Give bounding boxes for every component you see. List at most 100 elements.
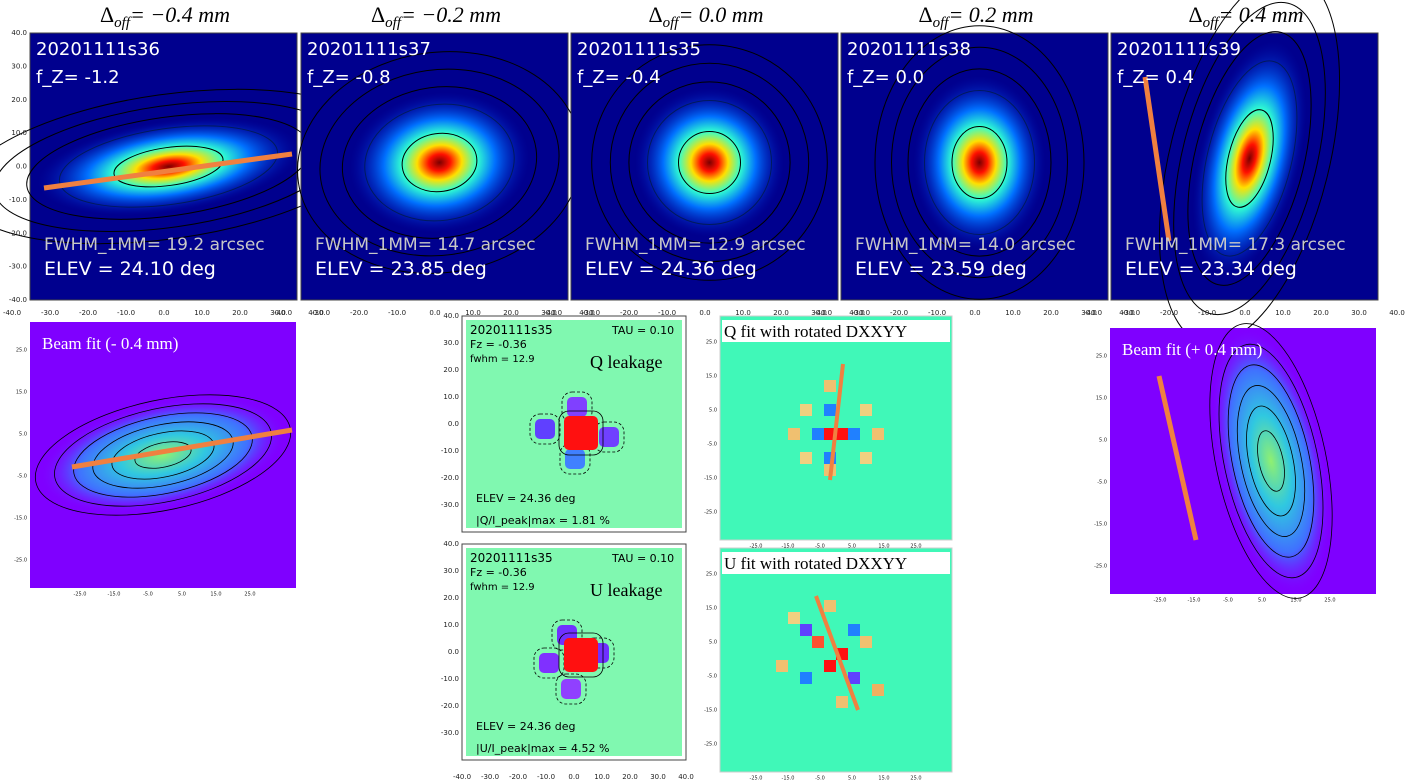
x-tick-label: -40.0 (544, 309, 562, 317)
x-tick-label: 20.0 (503, 309, 519, 317)
y-tick-label: -20.0 (9, 229, 27, 237)
leakage-contour (558, 410, 604, 456)
x-tick-label: -10.0 (388, 309, 406, 317)
x-tick-label: 20.0 (622, 773, 638, 781)
y-tick-label: 25.0 (706, 340, 717, 346)
x-tick-label: 30.0 (270, 309, 286, 317)
x-tick-label: -25.0 (750, 544, 763, 550)
label-box (722, 320, 950, 342)
header-symbol: Δ (918, 2, 932, 27)
focus-value: f_Z= -0.4 (577, 67, 661, 88)
leakage-contour (558, 632, 604, 678)
fit-label: Beam fit (+ 0.4 mm) (1122, 340, 1262, 359)
fit-image (1212, 330, 1330, 592)
x-tick-label: -30.0 (41, 309, 59, 317)
x-tick-label: -20.0 (79, 309, 97, 317)
x-tick-label: -10.0 (658, 309, 676, 317)
leakage-lobe (567, 397, 587, 417)
fwhm: FWHM_1MM= 12.9 arcsec (585, 235, 806, 255)
x-tick-label: 40.0 (1119, 309, 1135, 317)
y-tick-label: -15.0 (1094, 522, 1107, 528)
y-tick-label: 30.0 (11, 62, 27, 70)
x-tick-label: -40.0 (274, 309, 292, 317)
y-tick-label: 15.0 (1096, 396, 1107, 402)
x-tick-label: 5.0 (848, 544, 856, 550)
fwhm: FWHM_1MM= 17.3 arcsec (1125, 235, 1346, 255)
x-tick-label: 0.0 (1239, 309, 1250, 317)
model-pixel (848, 624, 860, 636)
x-tick-label: -20.0 (620, 309, 638, 317)
y-tick-label: 10.0 (11, 129, 27, 137)
x-tick-label: 30.0 (541, 309, 557, 317)
x-tick-label: -30.0 (852, 309, 870, 317)
header-text: = −0.4 mm (130, 2, 230, 27)
contour (891, 46, 1068, 279)
peak-leakage: |Q/I_peak|max = 1.81 % (476, 514, 610, 527)
header-subscript: off (663, 15, 681, 31)
axis-line (828, 363, 845, 481)
axis-line (1156, 375, 1199, 541)
x-tick-label: 10.0 (594, 773, 610, 781)
axis-line (43, 151, 293, 191)
y-tick-label: 20.0 (443, 594, 459, 602)
fit-image (41, 397, 285, 513)
y-tick-label: -15.0 (704, 476, 717, 482)
x-tick-label: 20.0 (232, 309, 248, 317)
leakage-lobe (561, 679, 581, 699)
y-tick-label: -25.0 (704, 510, 717, 516)
elevation: ELEV = 24.36 deg (476, 720, 575, 733)
y-tick-label: -10.0 (441, 447, 459, 455)
y-tick-label: 30.0 (443, 567, 459, 575)
model-pixel (800, 672, 812, 684)
y-tick-label: 40.0 (443, 540, 459, 548)
x-tick-label: -15.0 (1188, 598, 1201, 604)
x-tick-label: 0.0 (969, 309, 980, 317)
y-tick-label: 25.0 (706, 572, 717, 578)
x-tick-label: 25.0 (910, 776, 921, 782)
y-tick-label: 20.0 (443, 366, 459, 374)
focus-value: f_Z= 0.4 (1117, 67, 1194, 88)
x-tick-label: 15.0 (1290, 598, 1301, 604)
y-tick-label: -5.0 (707, 674, 717, 680)
axis-line (71, 427, 293, 470)
y-tick-label: 5.0 (19, 432, 27, 438)
contour (609, 62, 810, 263)
x-tick-label: 40.0 (579, 309, 595, 317)
x-tick-label: -20.0 (1160, 309, 1178, 317)
y-tick-label: -25.0 (704, 742, 717, 748)
peak-leakage: |U/I_peak|max = 4.52 % (476, 742, 609, 755)
x-tick-label: -15.0 (108, 592, 121, 598)
axis-line (814, 595, 860, 711)
contour (401, 132, 478, 193)
beam-image (635, 88, 784, 237)
elevation: ELEV = 23.34 deg (1125, 258, 1297, 280)
x-tick-label: 0.0 (429, 309, 440, 317)
contour (1227, 364, 1315, 558)
model-pixel (812, 428, 824, 440)
x-tick-label: 10.0 (194, 309, 210, 317)
x-tick-label: 0.0 (158, 309, 169, 317)
x-tick-label: -5.0 (143, 592, 153, 598)
y-tick-label: -40.0 (9, 296, 27, 304)
x-tick-label: 25.0 (1324, 598, 1335, 604)
x-tick-label: 5.0 (1258, 598, 1266, 604)
y-tick-label: 15.0 (706, 374, 717, 380)
model-pixel (872, 428, 884, 440)
x-tick-label: 10.0 (735, 309, 751, 317)
header-text: = −0.2 mm (401, 2, 501, 27)
y-tick-label: -20.0 (441, 474, 459, 482)
leakage-title: Q leakage (590, 352, 662, 372)
model-pixel (800, 624, 812, 636)
x-tick-label: -25.0 (1154, 598, 1167, 604)
x-tick-label: -5.0 (1223, 598, 1233, 604)
contour (341, 86, 538, 239)
model-pixel (860, 636, 872, 648)
beam-image (37, 117, 300, 216)
header-text: = 0.4 mm (1218, 2, 1303, 27)
scan-id: 20201111s35 (470, 323, 553, 337)
x-tick-label: 20.0 (1313, 309, 1329, 317)
x-tick-label: -25.0 (74, 592, 87, 598)
contour (1218, 343, 1324, 579)
x-tick-label: -30.0 (582, 309, 600, 317)
